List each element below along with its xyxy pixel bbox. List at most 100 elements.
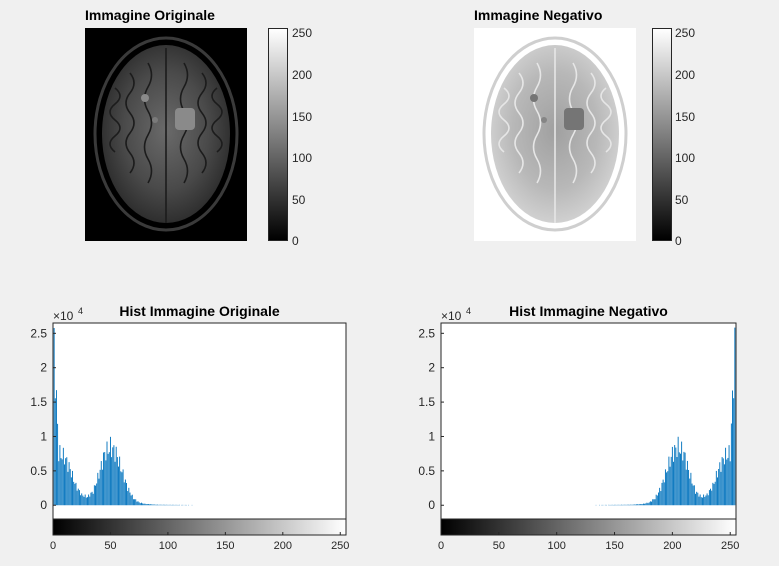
neg-cbar-tick-200: 200 [675,68,696,82]
x-tick-label: 0 [438,540,444,552]
hist-bar [115,446,117,506]
hist-bar [134,499,136,506]
neg-cbar-tick-50: 50 [675,193,689,207]
hist-bar [92,493,94,506]
y-tick-label: 2 [40,361,47,375]
hist-bar [689,478,691,506]
hist-bar [130,495,132,506]
hist-bar [97,472,99,506]
y-tick-label: 1.5 [418,395,435,409]
hist-bar [145,504,147,506]
hist-bar [696,491,698,506]
hist-bar [674,445,676,506]
x-tick-label: 200 [663,540,681,552]
hist-bar [680,453,681,506]
y-tick-label: 2.5 [418,326,435,340]
hist-bar [141,502,142,506]
hist-bar [644,503,646,506]
orig-cbar-tick-200: 200 [292,68,313,82]
hist-bar [710,488,712,506]
hist-bar [64,464,65,506]
hist-bar [111,457,113,506]
hist-bar [93,485,95,506]
x-tick-label: 50 [104,540,116,552]
hist-bar [630,504,632,506]
hist-frame-1 [440,322,737,536]
hist-bar [152,504,154,506]
hist-bar [75,482,77,506]
hist-bar [143,503,145,506]
hist-bar [129,492,131,506]
hist-bar [98,478,100,506]
hist-bar [717,477,718,506]
y-tick-label: 1 [40,429,47,443]
hist-bar [691,483,693,506]
neg-cbar-tick-100: 100 [675,151,696,165]
hist-bar [732,390,733,506]
hist-bar [85,497,87,506]
hist-bar [113,445,115,506]
hist-bar [660,491,662,506]
hist-bar [60,458,62,506]
hist-bar [154,504,156,506]
hist-bar [704,496,706,506]
hist-bar [633,504,635,506]
hist-bar [59,445,61,506]
hist-bar [651,501,653,506]
hist-bar [78,490,80,506]
hist-bar [166,504,168,506]
hist-bar [733,398,735,506]
orig-cbar-tick-150: 150 [292,110,313,124]
hist-bar [705,495,707,506]
hist-bar [159,504,161,506]
hist-frame-0 [52,322,347,536]
hist-bar [640,504,642,506]
hist-bar [670,456,672,506]
hist-bar [624,504,626,506]
hist-bar [54,398,56,506]
hist-bar [147,503,149,506]
hist-bar [160,504,162,506]
hist-bar [656,495,658,506]
hist-bar [706,493,708,506]
y-tick-label: 1.5 [30,395,47,409]
neg-cbar-tick-0: 0 [675,234,682,248]
hist-bar [120,471,122,506]
hist-bar [73,481,75,506]
hist-bar [646,502,648,506]
hist-bar [121,472,123,506]
hist-bar [118,466,119,506]
hist-bar [661,482,663,506]
hist-bar [142,503,144,506]
hist-bar [726,459,728,506]
orig-cbar-tick-100: 100 [292,151,313,165]
hist-bar [632,504,634,506]
hist-bar [686,460,688,506]
hist-bar [57,423,59,506]
y-tick-label: 2.5 [30,326,47,340]
y-exponent-power: 4 [466,306,471,316]
y-tick-label: 0.5 [30,464,47,478]
hist-bar [135,499,137,506]
hist-bar [713,483,715,506]
hist-bar [692,485,694,506]
hist-bar [80,495,82,506]
hist-bar [626,504,628,506]
hist-bar [101,469,103,506]
hist-bar [132,499,134,506]
hist-bar [153,504,155,506]
hist-bar [66,457,68,506]
hist-bar [655,494,657,506]
hist-bar [108,452,110,506]
hist-bar [100,461,102,506]
hist-bar [67,471,69,506]
hist-bar [58,461,60,506]
hist-bar [666,472,668,506]
hist-bar [734,327,736,506]
hist-bar [683,451,685,506]
hist-bar [105,460,107,506]
hist-bar [688,469,690,506]
hist-bar [89,496,91,506]
hist-bar [663,482,665,506]
hist-bar [723,464,725,506]
